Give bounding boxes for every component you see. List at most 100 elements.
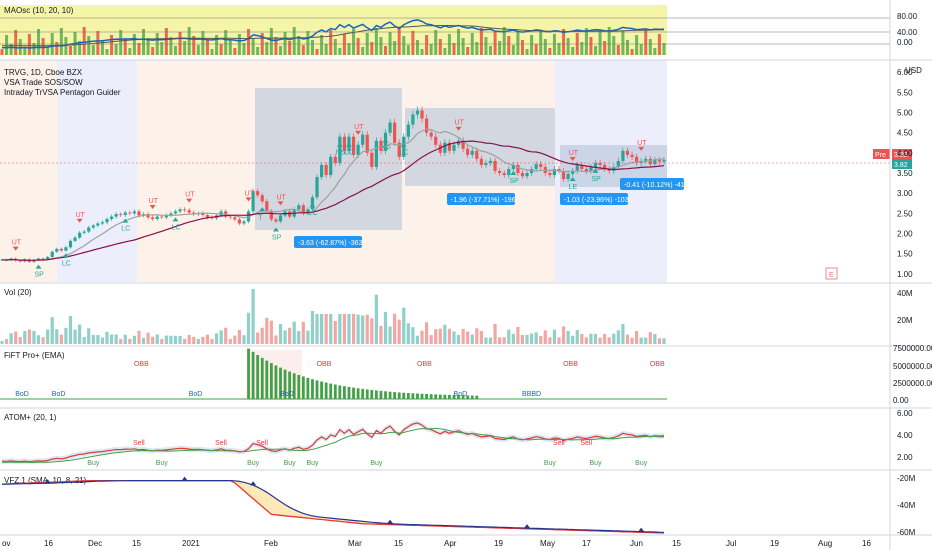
symbol-title[interactable]: TRVG, 1D, Cboe BZX	[4, 68, 83, 77]
time-tick: ov	[2, 539, 10, 548]
volume-bar	[114, 334, 118, 344]
lc-arrow	[510, 170, 517, 175]
price-tick: 1.00	[897, 270, 913, 279]
fift-bar	[260, 357, 264, 399]
volume-bar	[160, 338, 164, 344]
osc-bar	[192, 36, 196, 55]
time-axis[interactable]: ov 16 Dec 15 2021 Feb Mar 15 Apr 19 May 17 Jun 15 Jul 1…	[2, 539, 871, 548]
fift-bar	[384, 391, 387, 399]
volume-bar	[59, 334, 63, 344]
ut-arrow	[245, 197, 252, 202]
osc-bar	[594, 46, 598, 55]
box-label-1[interactable]: -3.63 (-62.87%) -363	[294, 236, 363, 248]
candle	[461, 140, 465, 149]
osc-bar	[237, 34, 241, 55]
volume-bar	[516, 326, 520, 344]
ut-arrow	[12, 246, 19, 251]
indicator-pentagon[interactable]: Intraday TrVSA Pentagon Guider	[4, 88, 121, 97]
osc-bar	[443, 48, 447, 55]
fift-bar	[338, 385, 342, 399]
candle	[128, 212, 132, 214]
candle	[68, 240, 73, 248]
volume-bar	[183, 339, 187, 344]
osc-bar	[388, 32, 392, 55]
fift-tag: OBB	[563, 361, 578, 368]
volume-bar	[621, 323, 625, 344]
box-label-3[interactable]: -1.03 (-23.96%) -103	[560, 193, 629, 205]
candle	[132, 211, 136, 214]
osc-bar	[91, 45, 95, 55]
box-label-2[interactable]: -1.96 (-37.71%) -196	[447, 193, 516, 205]
candle	[571, 171, 575, 174]
volume-bar	[297, 331, 301, 344]
atom-buy-tag: Buy	[247, 460, 260, 467]
maosc-pane: MAOsc (10, 20, 10)	[0, 5, 890, 55]
volume-bar	[488, 337, 493, 344]
osc-bar	[320, 35, 324, 55]
osc-bar	[347, 43, 351, 55]
osc-bar	[37, 29, 41, 55]
atom-sell-tag: Sell	[215, 440, 227, 447]
atom-tick: 6.00	[897, 409, 913, 418]
candle	[210, 217, 214, 219]
volume-bar	[470, 334, 474, 344]
volume-bar	[128, 338, 132, 344]
candle	[237, 219, 242, 224]
osc-bar	[329, 30, 333, 55]
indicator-vsa[interactable]: VSA Trade SOS/SOW	[4, 78, 83, 87]
volume-bar	[319, 314, 324, 344]
lc-arrow	[122, 218, 129, 223]
fift-bar	[301, 376, 305, 399]
osc-bar	[548, 48, 552, 55]
candle	[539, 164, 543, 167]
candle	[365, 134, 369, 153]
volume-bar	[205, 334, 210, 344]
osc-bar	[534, 44, 538, 55]
osc-bar	[55, 42, 59, 55]
fift-tag: OBB	[134, 361, 149, 368]
price-tick: 5.00	[897, 108, 913, 117]
candle	[265, 201, 269, 212]
osc-bar	[516, 31, 520, 55]
price-axis[interactable]: 6.00 5.50 5.00 4.50 4.00 3.50 3.00 2.50 2.00 1.50…	[893, 12, 932, 537]
volume-bar	[625, 334, 630, 344]
candle	[498, 171, 502, 174]
candle	[59, 248, 63, 251]
candle	[653, 160, 657, 165]
candle	[123, 212, 127, 215]
candle	[233, 217, 237, 220]
volume-bar	[274, 335, 278, 344]
volume-bar	[429, 335, 433, 344]
volume-bar	[310, 311, 315, 344]
osc-bar	[278, 46, 282, 55]
osc-bar	[215, 35, 219, 55]
volume-bar	[397, 319, 401, 344]
ut-arrow	[355, 130, 362, 135]
candle	[315, 177, 319, 198]
candle	[575, 164, 579, 171]
osc-bar	[584, 28, 588, 55]
osc-bar	[507, 36, 511, 55]
osc-bar	[434, 30, 438, 55]
fift-bar	[425, 394, 428, 399]
osc-bar	[283, 32, 287, 55]
candle	[488, 160, 493, 163]
earnings-badge[interactable]: E	[825, 267, 838, 280]
time-tick: Dec	[88, 539, 102, 548]
volume-bar	[370, 318, 374, 344]
osc-bar	[256, 47, 260, 55]
fift-tick: 2500000.00	[893, 379, 932, 388]
volume-bar	[484, 337, 488, 344]
osc-bar	[100, 40, 104, 55]
osc-bar	[525, 49, 529, 55]
box-label-4[interactable]: -0.41 (-10.12%) -41	[620, 178, 685, 190]
osc-bar	[210, 49, 214, 55]
osc-label: MAOsc (10, 20, 10)	[4, 6, 74, 15]
osc-bar	[119, 30, 123, 55]
lc-arrow	[35, 264, 42, 269]
fift-tag: BBBD	[522, 391, 541, 398]
candle	[306, 209, 310, 214]
fift-bar	[283, 369, 287, 399]
osc-bar	[196, 45, 200, 55]
